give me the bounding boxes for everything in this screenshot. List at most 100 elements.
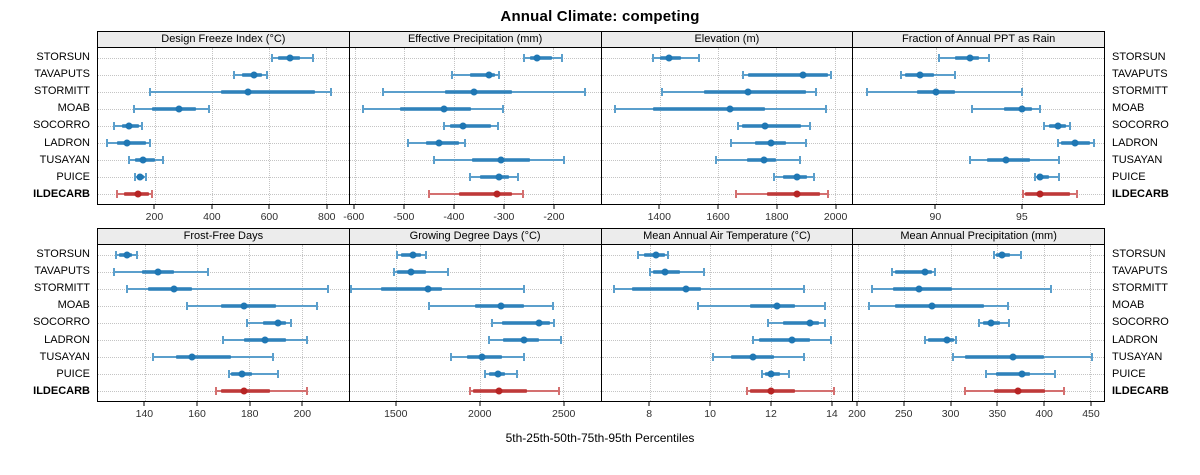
cap-5th [428, 301, 431, 310]
cap-5th [742, 70, 745, 79]
x-axis: 1400 1600 1800 2000 [601, 205, 854, 228]
median-dot [1002, 156, 1010, 164]
interval-socorro [853, 245, 1104, 401]
site-label-tavaputs: TAVAPUTS [1112, 68, 1168, 81]
cap-95th [1020, 250, 1023, 259]
median-dot [170, 285, 178, 293]
cap-5th [214, 387, 217, 396]
x-tick-label: -200 [543, 211, 565, 223]
cap-5th [1056, 139, 1059, 147]
median-dot [470, 88, 478, 96]
interquartile-bar-25-75 [147, 286, 193, 291]
x-tick [563, 402, 565, 406]
site-label-socorro: SOCORRO [33, 119, 90, 132]
median-dot [244, 88, 252, 96]
x-tick-label: 160 [188, 408, 206, 420]
panel-header: Effective Precipitation (mm) [348, 31, 602, 48]
cap-95th [827, 190, 830, 199]
cap-95th [813, 173, 816, 182]
site-labels-left: STORSUN TAVAPUTS STORMITT MOAB SOCORRO LADRON… [0, 31, 97, 228]
median-dot [497, 156, 505, 164]
cap-95th [1008, 318, 1011, 327]
interval-ildecarb [98, 48, 349, 204]
cap-95th [698, 53, 701, 62]
cap-95th [787, 370, 790, 379]
interval-storsun [350, 48, 601, 204]
x-tick-label: 450 [1082, 408, 1100, 420]
plot-area [600, 245, 854, 402]
interval-stormitt [853, 48, 1104, 204]
median-dot [188, 353, 196, 361]
cap-95th [666, 250, 669, 259]
plot-area [852, 245, 1105, 402]
cap-5th [469, 173, 472, 182]
cap-95th [802, 353, 805, 362]
interval-stormitt [853, 245, 1104, 401]
row-gridline [98, 74, 349, 76]
x-tick [934, 205, 936, 209]
panel-mean-annual-air-temperature-c: Mean Annual Air Temperature (°C) 8 10 12 14 [600, 228, 854, 425]
site-label-moab: MOAB [57, 102, 90, 115]
row-gridline [349, 322, 601, 324]
cap-5th [149, 87, 152, 96]
median-dot [767, 370, 775, 378]
interval-ladron [602, 48, 853, 204]
median-dot [943, 336, 951, 344]
x-tick-label: 400 [1035, 408, 1053, 420]
row-gridline [98, 254, 349, 256]
cap-5th [116, 190, 119, 199]
median-dot [424, 285, 432, 293]
cap-95th [272, 353, 274, 362]
site-label-storsun: STORSUN [1112, 248, 1166, 260]
x-tick-label: -400 [443, 211, 465, 223]
x-tick-label: 250 [894, 408, 913, 420]
x-tick [479, 402, 481, 406]
interquartile-bar-25-75 [501, 320, 550, 325]
percentile-caption: 5th-25th-50th-75th-95th Percentiles [505, 431, 695, 445]
site-label-stormitt: STORMITT [33, 282, 90, 295]
cap-5th [127, 156, 130, 165]
median-dot [497, 302, 505, 310]
interval-puice [350, 245, 601, 401]
x-tick [717, 205, 719, 209]
cap-95th [1039, 104, 1042, 113]
x-tick-label: 200 [145, 211, 164, 223]
interval-puice [853, 245, 1104, 401]
cap-5th [938, 53, 941, 62]
interval-ildecarb [350, 48, 601, 204]
site-label-stormitt: STORMITT [33, 85, 90, 98]
site-label-moab: MOAB [1112, 299, 1145, 312]
interval-moab [853, 48, 1104, 204]
x-tick-label: 2000 [823, 211, 848, 223]
cap-5th [745, 387, 748, 396]
x-tick [1021, 205, 1023, 209]
x-tick [709, 402, 711, 406]
interval-socorro [350, 245, 601, 401]
interval-ladron [98, 245, 349, 401]
cap-95th [558, 387, 561, 396]
x-tick-label: 1400 [647, 211, 671, 223]
cap-5th [450, 70, 453, 79]
median-dot [535, 319, 543, 327]
panel-header: Design Freeze Index (°C) [97, 31, 350, 48]
cap-95th [833, 387, 836, 396]
site-label-moab: MOAB [57, 299, 90, 312]
cap-5th [106, 139, 109, 147]
cap-95th [1063, 387, 1066, 396]
interval-tusayan [98, 245, 349, 401]
percentile-range-5-95 [613, 287, 804, 290]
median-dot [987, 319, 995, 327]
interval-ildecarb [853, 245, 1104, 401]
site-label-tavaputs: TAVAPUTS [1112, 265, 1168, 278]
interval-ladron [853, 245, 1104, 401]
median-dot [125, 122, 133, 130]
x-tick-label: 1500 [384, 408, 408, 420]
median-dot [407, 268, 415, 276]
cap-95th [447, 267, 450, 276]
x-tick [395, 402, 397, 406]
x-axis: 200 400 600 800 [97, 205, 350, 228]
row-gridline [601, 322, 853, 324]
interval-storsun [853, 245, 1104, 401]
panel-design-freeze-index-c: Design Freeze Index (°C) 200 400 600 800 [97, 31, 350, 228]
cap-5th [468, 387, 471, 396]
